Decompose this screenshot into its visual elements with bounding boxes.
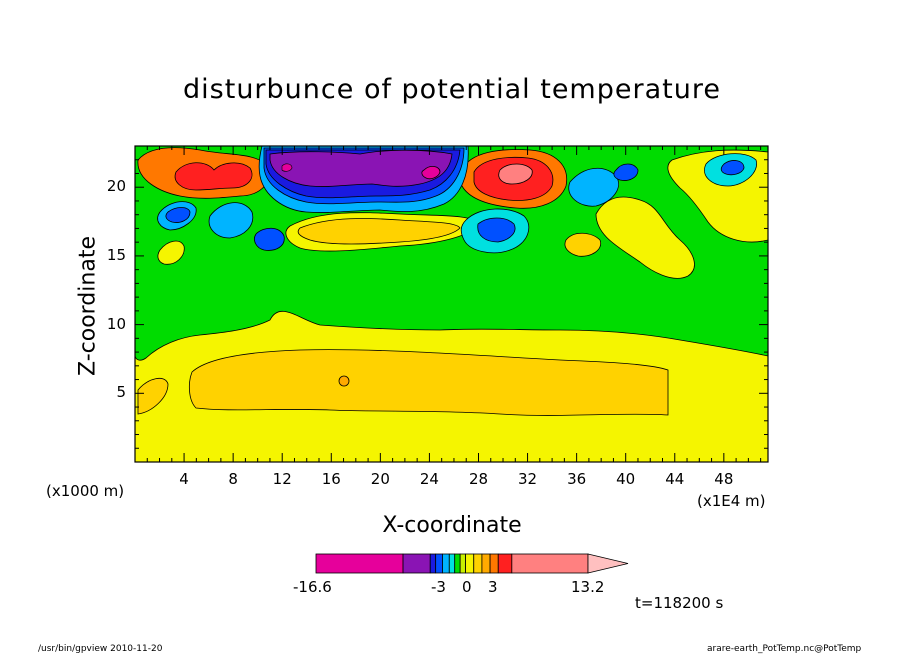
layer-orange-low: [188, 349, 669, 416]
layer-purple-core: [269, 149, 453, 187]
colorbar-segment: [442, 553, 450, 574]
x-tick-label: 8: [228, 470, 238, 488]
x-tick-label: 32: [518, 470, 538, 488]
layer-blue-ne2: [720, 160, 745, 176]
y-tick-label: 15: [106, 245, 126, 264]
time-label: t=118200 s: [635, 594, 724, 612]
colorbar-segment: [315, 553, 404, 574]
colorbar-segment: [448, 553, 456, 574]
x-tick-label: 40: [616, 470, 636, 488]
layer-yellow-patch-left: [157, 240, 185, 265]
footer-right: arare-earth_PotTemp.nc@PotTemp: [707, 644, 862, 654]
layer-blue-left: [165, 207, 191, 223]
y-tick-label: 20: [106, 177, 126, 196]
colorbar-segment: [497, 553, 513, 574]
x-tick-label: 20: [370, 470, 390, 488]
colorbar-segment: [429, 553, 437, 574]
layer-blue-mid: [477, 217, 516, 243]
layer-orange-blob: [137, 377, 169, 415]
x-tick-label: 12: [272, 470, 292, 488]
layer-orange-patch-right: [564, 232, 602, 257]
x-axis-label: X-coordinate: [382, 513, 522, 538]
colorbar-overflow-arrow: [587, 553, 629, 574]
layer-yellow-patch-right: [595, 196, 695, 279]
x-tick-label: 16: [321, 470, 341, 488]
y-tick-label: 5: [116, 383, 126, 402]
colorbar-mid-label-neg: -3: [431, 578, 446, 596]
layer-blue-left2: [254, 227, 285, 251]
colorbar-segment: [459, 553, 467, 574]
chart-title: disturbunce of potential temperature: [183, 74, 721, 105]
layer-orange-dot: [338, 375, 350, 387]
layer-cyan-left2: [208, 202, 254, 239]
colorbar-mid-label-zero: 0: [462, 578, 472, 596]
layer-pink-warm-right: [498, 163, 533, 185]
layer-red-warm-left: [174, 162, 253, 191]
colorbar-segment: [402, 553, 431, 574]
plot-frame: [134, 145, 769, 463]
colorbar-segment: [511, 553, 589, 574]
x-tick-label: 28: [468, 470, 489, 488]
colorbar-max-label: 13.2: [571, 578, 605, 596]
layer-magenta-core: [421, 166, 441, 180]
colorbar: [315, 553, 629, 574]
layer-magenta-core2: [281, 163, 293, 172]
colorbar-segment: [481, 553, 491, 574]
colorbar-segment: [465, 553, 475, 574]
colorbar-segment: [489, 553, 499, 574]
colorbar-segment: [473, 553, 483, 574]
layer-cyan-ne: [568, 168, 619, 207]
colorbar-min-label: -16.6: [293, 578, 332, 596]
x-tick-label: 24: [419, 470, 439, 488]
colorbar-segment: [435, 553, 443, 574]
contour-field: [135, 146, 768, 462]
x-tick-label: 36: [567, 470, 587, 488]
layer-mid-orange: [297, 218, 461, 245]
x-tick-label: 4: [179, 470, 189, 488]
x-unit-label: (x1000 m): [46, 482, 125, 500]
layer-blue-ne: [613, 163, 639, 181]
x-tick-label: 48: [714, 470, 734, 488]
footer-left: /usr/bin/gpview 2010-11-20: [38, 644, 163, 654]
y-tick-label: 10: [106, 314, 126, 333]
colorbar-segment: [454, 553, 461, 574]
x-scale-label: (x1E4 m): [697, 492, 766, 510]
x-tick-label: 44: [665, 470, 685, 488]
colorbar-mid-label-pos: 3: [488, 578, 498, 596]
axis-ticks: [135, 146, 768, 462]
